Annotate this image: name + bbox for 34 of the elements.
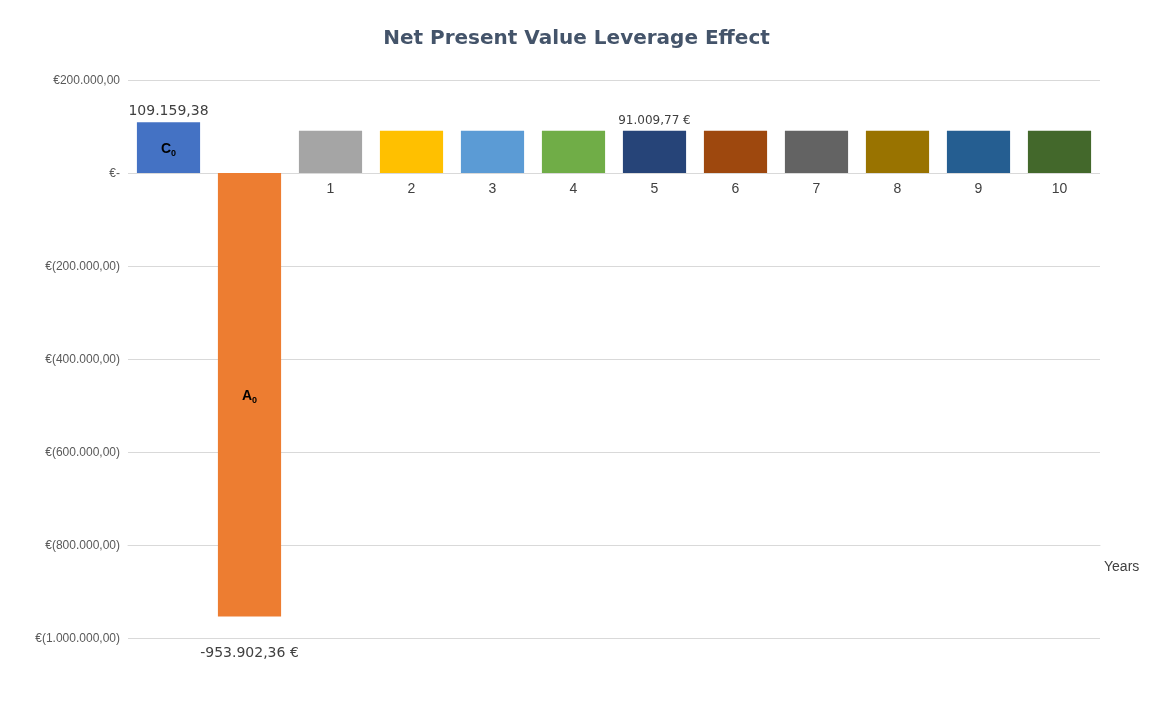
- bar: [865, 130, 930, 173]
- bar: [703, 130, 768, 173]
- y-tick-label: €(600.000,00): [45, 445, 120, 459]
- bar: [379, 130, 444, 173]
- bar: [946, 130, 1011, 173]
- x-tick-label: 10: [1051, 180, 1068, 196]
- x-tick-label: 8: [893, 180, 902, 196]
- x-tick-label: 2: [407, 180, 416, 196]
- y-tick-label: €(1.000.000,00): [35, 631, 120, 645]
- bar: [784, 130, 849, 173]
- x-tick-label: 6: [731, 180, 740, 196]
- data-label: 91.009,77 €: [618, 112, 691, 127]
- bar: [460, 130, 525, 173]
- chart-title: Net Present Value Leverage Effect: [383, 25, 771, 49]
- bar: [622, 130, 687, 173]
- x-tick-label: 5: [650, 180, 659, 196]
- bar: [298, 130, 363, 173]
- data-label: -953.902,36 €: [200, 643, 299, 660]
- x-tick-label: 9: [974, 180, 983, 196]
- bar: [217, 173, 282, 617]
- x-tick-label: 4: [569, 180, 578, 196]
- y-tick-label: €(800.000,00): [45, 538, 120, 552]
- data-label: 109.159,38: [128, 102, 209, 119]
- y-tick-label: €(200.000,00): [45, 259, 120, 273]
- bar: [541, 130, 606, 173]
- bar: [1027, 130, 1092, 173]
- bar: [136, 122, 201, 173]
- x-axis-title: Years: [1104, 558, 1140, 574]
- x-tick-label: 1: [326, 180, 335, 196]
- y-tick-label: €200.000,00: [53, 73, 121, 87]
- x-tick-label: 7: [812, 180, 821, 196]
- y-tick-label: €-: [109, 166, 120, 180]
- y-tick-label: €(400.000,00): [45, 352, 120, 366]
- x-tick-label: 3: [488, 180, 497, 196]
